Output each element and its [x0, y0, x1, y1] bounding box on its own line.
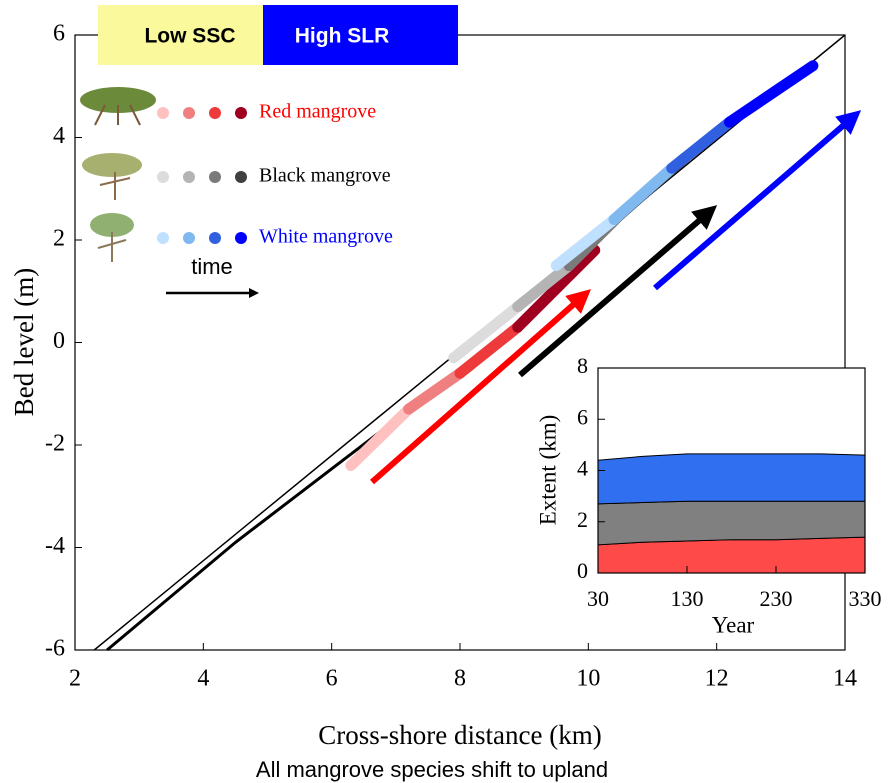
x-tick-label: 2: [69, 666, 81, 692]
legend-label: Red mangrove: [259, 101, 376, 123]
y-tick-label: 6: [53, 21, 65, 47]
zone-segment: [448, 301, 524, 364]
area: [597, 453, 866, 505]
legend-dot: [183, 171, 195, 183]
zone-segment: [724, 60, 819, 128]
low-ssc-box: [98, 5, 263, 65]
low-ssc-label: Low SSC: [144, 25, 235, 48]
caption: All mangrove species shift to upland: [256, 757, 608, 782]
legend-dot: [209, 107, 221, 119]
zone-segment: [454, 321, 524, 379]
x-tick-label: 30: [587, 586, 609, 611]
x-tick-label: 14: [833, 666, 857, 692]
zone-segment: [403, 367, 466, 415]
y-tick-label: 6: [577, 404, 588, 429]
y-tick-label: 0: [577, 558, 588, 583]
profile-line: [106, 366, 474, 652]
y-tick-label: 4: [577, 456, 588, 481]
legend-dot: [183, 232, 195, 244]
y-tick-label: 2: [577, 507, 588, 532]
y-axis-label: Extent (km): [535, 415, 560, 526]
x-axis-label: Year: [712, 612, 755, 637]
y-tick-label: -2: [45, 431, 65, 457]
zone-segment: [550, 214, 620, 272]
legend-label: Black mangrove: [259, 165, 391, 187]
blue-arrow: [653, 110, 862, 291]
x-tick-label: 8: [454, 666, 466, 692]
x-tick-label: 230: [760, 586, 793, 611]
y-tick-label: 8: [577, 353, 588, 378]
legend-dot: [235, 171, 247, 183]
zone-segment: [345, 403, 415, 471]
high-slr-label: High SLR: [295, 25, 390, 48]
zone-segment: [608, 162, 678, 225]
zone-segment: [666, 116, 735, 174]
x-axis-label: Cross-shore distance (km): [318, 720, 601, 750]
legend-dot: [209, 171, 221, 183]
high-slr-box: [263, 5, 458, 65]
y-tick-label: -6: [45, 636, 65, 662]
legend-label: White mangrove: [259, 226, 393, 248]
x-tick-label: 6: [326, 666, 338, 692]
y-tick-label: -4: [45, 533, 65, 559]
x-tick-label: 12: [705, 666, 729, 692]
y-axis-label: Bed level (m): [9, 268, 39, 416]
time-label: time: [191, 254, 233, 279]
zone-segment: [512, 244, 601, 333]
legend-dot: [157, 107, 169, 119]
x-tick-label: 130: [671, 586, 704, 611]
area: [597, 500, 866, 546]
legend-dot: [157, 232, 169, 244]
x-tick-label: 4: [197, 666, 209, 692]
main-plot: 2 4 6 8 10 12 14 -6 -4 -2 0 2 4 6 Cross-shore distance…: [9, 21, 857, 751]
y-tick-label: 4: [53, 123, 65, 149]
legend-dot: [183, 107, 195, 119]
red-arrow: [370, 289, 592, 485]
inset-plot: 30 130 230 330 0 2 4 6 8 Year Extent (km): [535, 353, 881, 637]
legend-dot: [209, 232, 221, 244]
tree-icons: [80, 87, 156, 262]
y-tick-label: 2: [53, 226, 65, 252]
legend-dot: [235, 232, 247, 244]
zone-segment: [512, 260, 575, 313]
x-tick-label: 10: [576, 666, 600, 692]
legend-dot: [235, 107, 247, 119]
black-arrow: [518, 205, 718, 378]
x-tick-label: 330: [849, 586, 882, 611]
legend-dot: [157, 171, 169, 183]
y-tick-label: 0: [53, 328, 65, 354]
